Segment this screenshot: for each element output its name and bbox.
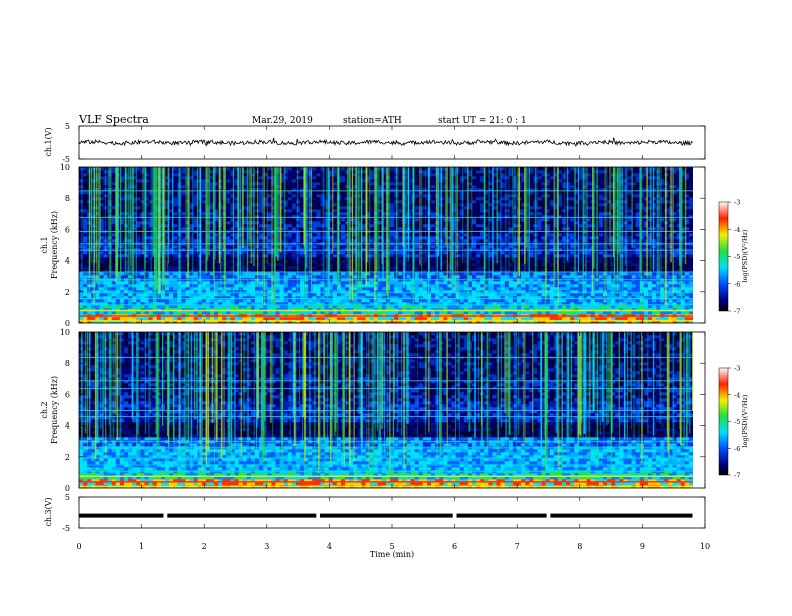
x-tick-label: 6	[452, 542, 457, 551]
y-tick-label: 8	[65, 359, 70, 368]
y-tick-label: 2	[65, 453, 70, 462]
y-tick-label: 10	[60, 163, 70, 172]
ch3-ylabel: ch.3(V)	[44, 497, 53, 526]
ch2-spec-ylabel-channel: ch.2	[40, 401, 49, 418]
figure-title: VLF Spectra	[78, 113, 149, 126]
ch1-colorbar: -3 -4 -5 -6 -7 log(PSD)(V²/Hz)	[718, 199, 749, 316]
ch1-spec-ylabel-frequency: Frequency (kHz)	[50, 211, 59, 279]
x-tick-label: 3	[264, 542, 269, 551]
header-start-time: start UT = 21: 0 : 1	[438, 116, 527, 126]
x-tick-label: 5	[389, 542, 394, 551]
header-date: Mar.29, 2019	[252, 116, 313, 126]
x-tick-label: 2	[202, 542, 207, 551]
colorbar-tick-label: -4	[734, 391, 740, 399]
colorbar-tick-label: -5	[734, 253, 740, 261]
ch3-signal-segment	[456, 513, 547, 518]
colorbar-tick-label: -5	[734, 418, 740, 426]
y-tick-label: 6	[65, 390, 70, 399]
x-tick-label: 9	[640, 542, 645, 551]
x-tick-label: 0	[76, 542, 81, 551]
colorbar-tick-label: -6	[734, 445, 740, 453]
y-tick-label: 5	[65, 122, 70, 131]
ch1-spec-ylabel-channel: ch.1	[40, 236, 49, 253]
y-tick-label: 8	[65, 194, 70, 203]
ch1-colorbar-ticks: -3 -4 -5 -6 -7	[728, 199, 740, 316]
x-tick-label: 10	[700, 542, 710, 551]
ch2-colorbar-ticks: -3 -4 -5 -6 -7	[728, 365, 740, 480]
ch1-waveform-trace	[78, 137, 693, 147]
y-tick-label: 4	[65, 422, 70, 431]
ch1-ylabel: ch.1(V)	[44, 127, 53, 156]
ch2-colorbar: -3 -4 -5 -6 -7 log(PSD)(V²/Hz)	[718, 365, 749, 480]
header-station: station=ATH	[343, 116, 402, 126]
ch2-colorbar-gradient	[718, 367, 729, 476]
x-tick-label: 4	[327, 542, 332, 551]
ch2-spectrogram-image	[79, 332, 705, 489]
x-tick-label: 7	[515, 542, 520, 551]
ch1-colorbar-gradient	[718, 201, 729, 312]
x-tick-label: 8	[577, 542, 582, 551]
y-tick-label: 2	[65, 288, 70, 297]
y-tick-label: 4	[65, 257, 70, 266]
ch1-colorbar-label: log(PSD)(V²/Hz)	[741, 229, 749, 282]
y-tick-label: 5	[65, 493, 70, 502]
ch3-signal-segment	[320, 513, 453, 518]
ch3-signal-segment	[79, 513, 164, 518]
ch3-signal-line	[79, 513, 693, 518]
y-tick-label: 6	[65, 225, 70, 234]
colorbar-tick-label: -6	[734, 280, 740, 288]
y-tick-label: -5	[62, 524, 70, 533]
ch3-signal-frame	[78, 496, 706, 529]
y-tick-label: 0	[65, 484, 70, 493]
colorbar-tick-label: -7	[734, 308, 740, 316]
colorbar-tick-label: -3	[734, 365, 740, 373]
x-axis-label: Time (min)	[370, 550, 414, 559]
ch3-signal-segment	[550, 513, 693, 518]
ch2-spec-ylabel-frequency: Frequency (kHz)	[50, 376, 59, 444]
colorbar-tick-label: -4	[734, 226, 740, 234]
x-tick-label: 1	[139, 542, 144, 551]
ch1-waveform-line	[78, 137, 693, 147]
ch1-spectrogram-image	[79, 167, 705, 324]
y-tick-label: -5	[62, 155, 70, 164]
y-tick-label: 10	[60, 328, 70, 337]
ch3-signal-segment	[167, 513, 317, 518]
ch2-colorbar-label: log(PSD)(V²/Hz)	[741, 394, 749, 447]
colorbar-tick-label: -7	[734, 472, 740, 480]
colorbar-tick-label: -3	[734, 199, 740, 207]
y-tick-label: 0	[65, 319, 70, 328]
